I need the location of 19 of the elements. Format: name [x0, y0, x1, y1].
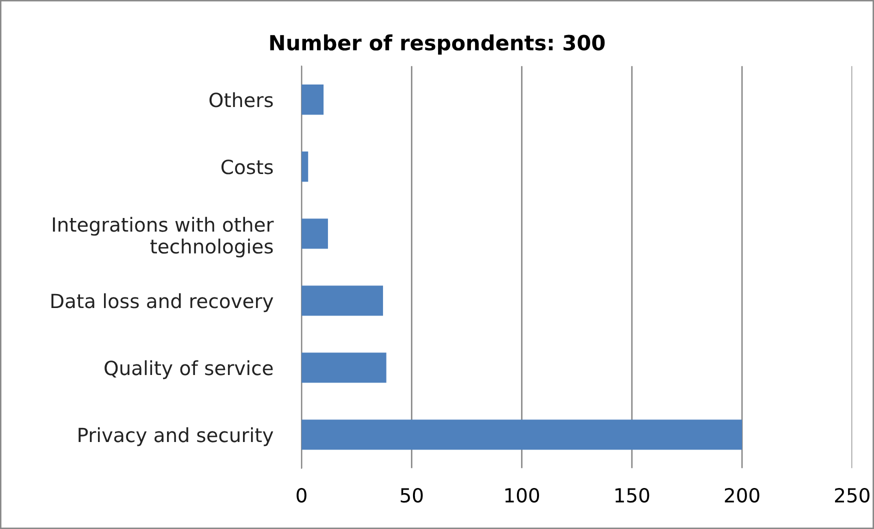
bar: [302, 352, 386, 383]
bar: [302, 152, 308, 182]
bar: [302, 218, 328, 249]
y-tick-label: Costs: [221, 160, 273, 174]
x-tick-label: 200: [724, 488, 760, 503]
bar: [302, 286, 384, 316]
x-tick-label: 100: [505, 488, 540, 503]
y-tick-label: Privacy and security: [78, 427, 274, 446]
x-tick-label: 250: [835, 488, 870, 503]
x-tick-label: 50: [400, 488, 423, 503]
x-tick-label: 0: [296, 488, 306, 503]
bar: [302, 84, 324, 115]
chart-title: Number of respondents: 300: [270, 34, 605, 55]
bar: [302, 420, 742, 450]
x-tick-label: 150: [615, 488, 650, 503]
y-tick-label: Others: [210, 92, 273, 108]
y-tick-label: Data loss and recovery: [51, 293, 274, 312]
y-tick-label: Integrations with other technologies: [52, 216, 274, 258]
y-tick-label: Quality of service: [104, 360, 273, 380]
